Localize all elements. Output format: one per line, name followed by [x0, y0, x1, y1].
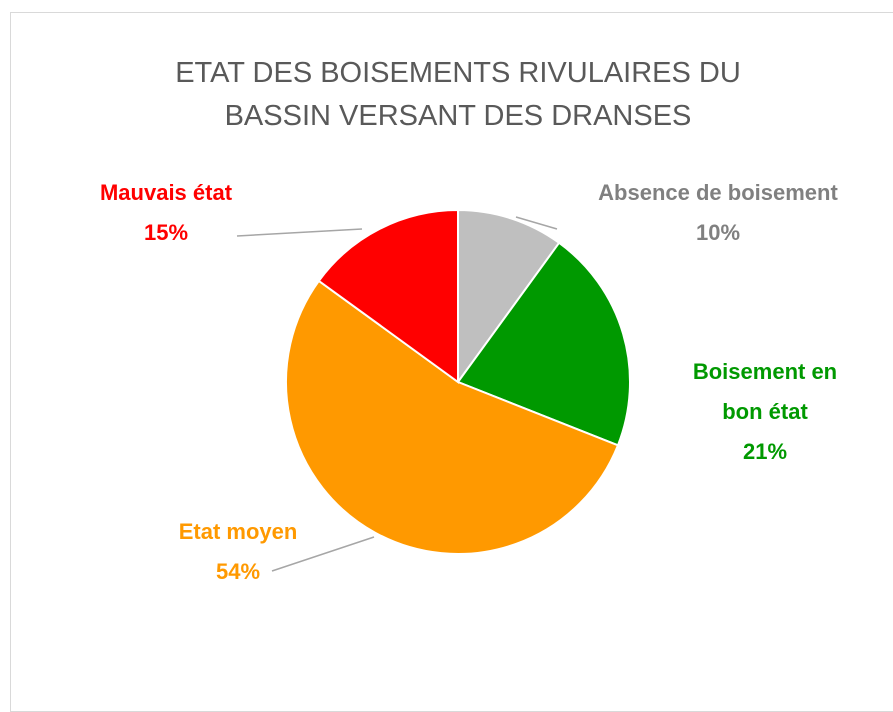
chart-title: ETAT DES BOISEMENTS RIVULAIRES DU BASSIN…: [175, 57, 741, 132]
leader-line: [271, 536, 375, 572]
chart: ETAT DES BOISEMENTS RIVULAIRES DU BASSIN…: [10, 12, 893, 712]
pie-slice: [457, 208, 561, 386]
pie-slice: [317, 208, 459, 384]
pie-area: [236, 208, 631, 572]
value-label: 21%: [742, 439, 788, 464]
category-label: Mauvais état: [99, 180, 233, 205]
value-label: 54%: [215, 559, 261, 584]
value-label: 10%: [695, 220, 741, 245]
category-label: Etat moyen: [178, 519, 298, 544]
data-label-group: Etat moyen 54%: [138, 512, 338, 592]
data-label-group: Absence de boisement 10%: [553, 173, 883, 253]
category-label: Boisement en bon état: [692, 359, 838, 424]
pie-slice: [285, 279, 620, 555]
value-label: 15%: [143, 220, 189, 245]
leader-line: [236, 228, 363, 237]
category-label: Absence de boisement: [598, 180, 838, 205]
data-label-group: Boisement en bon état 21%: [670, 352, 860, 472]
leader-line: [515, 216, 558, 230]
pie-slice: [456, 241, 631, 447]
data-label-group: Mauvais état 15%: [66, 173, 266, 253]
